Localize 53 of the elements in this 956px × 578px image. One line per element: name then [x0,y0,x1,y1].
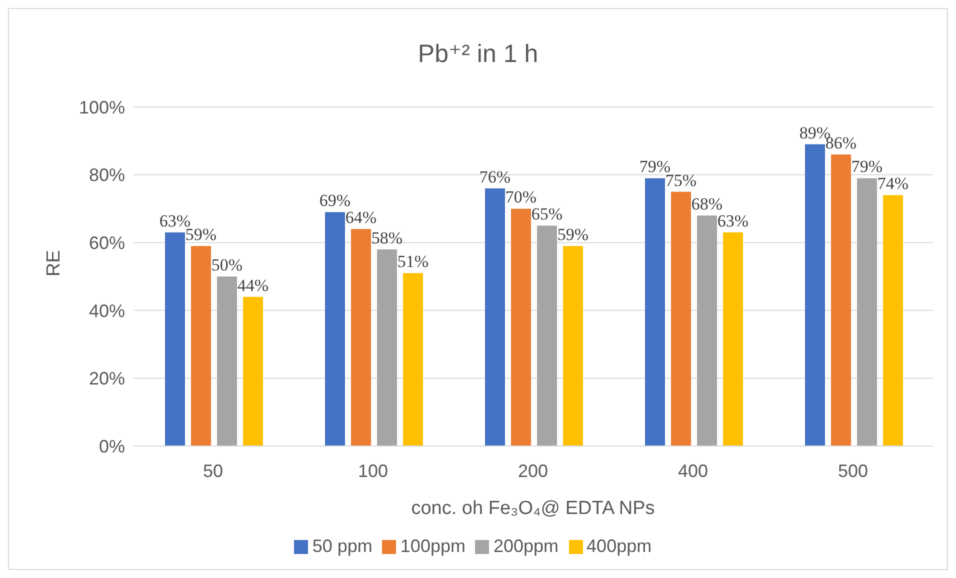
data-label: 59% [557,224,589,244]
bar [403,273,423,446]
x-axis-title: conc. oh Fe₃O₄@ EDTA NPs [411,498,655,519]
y-tick-label: 40% [88,300,125,321]
data-label: 51% [397,252,429,272]
x-tick-label: 400 [678,460,708,481]
bar [217,276,237,446]
chart-title: Pb⁺² in 1 h [416,39,540,69]
y-tick-label: 20% [88,368,125,389]
y-axis-title: RE [44,250,65,276]
y-tick-label: 0% [98,436,125,456]
bar [563,246,583,446]
data-label: 64% [345,208,377,228]
bar [537,226,557,446]
bar [831,154,851,446]
legend-label: 50 ppm [312,536,372,556]
data-label: 50% [211,256,243,274]
bar [723,232,743,446]
bar [645,178,665,446]
bar [805,144,825,446]
x-tick-label: 200 [518,460,548,481]
y-tick-label: 80% [88,165,125,186]
bar [671,192,691,446]
bar [243,296,263,446]
data-label: 79% [639,157,671,176]
data-label: 70% [505,188,537,207]
bar [191,246,211,446]
bar [165,232,185,446]
y-tick-label: 60% [88,232,125,253]
data-label: 69% [319,191,351,210]
x-tick-label: 50 [202,460,224,481]
x-tick-label: 100 [358,460,388,481]
bar [325,212,345,446]
bar [883,195,903,446]
legend-label: 400ppm [586,536,652,556]
bar [511,208,531,446]
data-label: 58% [371,228,403,248]
bar [377,249,397,446]
bar [351,229,371,446]
data-label: 76% [479,167,511,186]
bar [697,215,717,446]
data-label: 74% [877,174,909,194]
bar [485,188,505,446]
data-label: 79% [851,157,883,176]
data-label: 44% [237,276,269,295]
bar [857,178,877,446]
data-label: 63% [717,211,749,230]
data-label: 65% [531,204,563,224]
legend-label: 200ppm [493,536,559,556]
x-tick-label: 500 [838,460,868,481]
y-tick-label: 100% [78,97,125,118]
legend-label: 100ppm [400,536,466,556]
data-label: 68% [691,194,723,214]
